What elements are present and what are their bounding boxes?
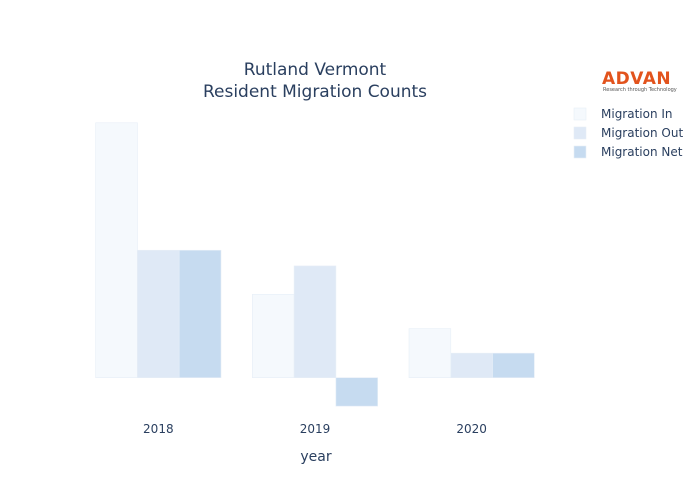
bar-migration-in-2019 — [252, 294, 295, 378]
legend-swatch-migration-in[interactable] — [573, 107, 587, 121]
legend-swatch-migration-out[interactable] — [573, 126, 587, 140]
chart-title-line: Rutland Vermont — [244, 60, 387, 80]
x-tick-label: 2018 — [143, 422, 174, 436]
bar-migration-net-2020 — [492, 352, 535, 378]
x-tick-labels: 2018 2019 2020 — [143, 422, 487, 436]
x-tick-label: 2019 — [300, 422, 331, 436]
legend-label-migration-net[interactable]: Migration Net — [601, 145, 683, 159]
legend-swatch-migration-net[interactable] — [573, 145, 587, 159]
bar-migration-out-2019 — [293, 265, 337, 378]
logo-wordmark: ADVAN — [602, 69, 671, 89]
bar-migration-net-2019 — [335, 377, 378, 407]
legend-label-migration-out[interactable]: Migration Out — [601, 126, 683, 140]
bar-migration-in-2018 — [95, 122, 138, 378]
advan-logo: ADVAN Research through Technology — [602, 69, 677, 93]
bar-migration-out-2018 — [137, 249, 180, 378]
bars-group — [95, 122, 535, 407]
legend: Migration In Migration Out Migration Net — [573, 107, 683, 159]
chart-subtitle: Resident Migration Counts — [203, 82, 427, 102]
legend-label-migration-in[interactable]: Migration In — [601, 107, 673, 121]
bar-migration-out-2020 — [450, 352, 493, 378]
x-axis-title: year — [300, 449, 331, 465]
chart-title: Rutland Vermont Resident Migration Count… — [203, 60, 427, 102]
x-tick-label: 2020 — [456, 422, 487, 436]
bar-migration-in-2020 — [408, 328, 452, 378]
logo-tagline: Research through Technology — [603, 87, 677, 93]
bar-migration-net-2018 — [178, 249, 222, 378]
